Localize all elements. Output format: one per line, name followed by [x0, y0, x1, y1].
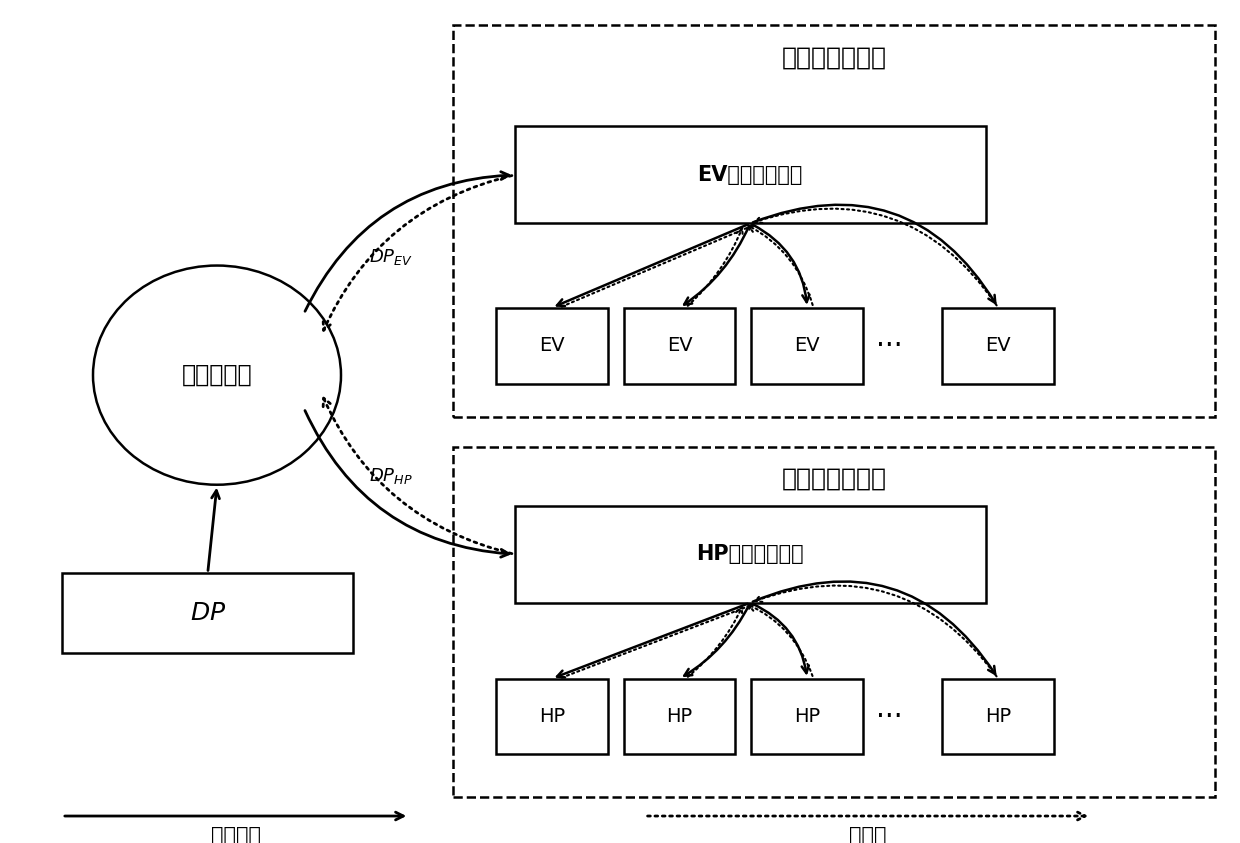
Bar [624, 679, 735, 754]
Bar [453, 447, 1215, 797]
FancyArrowPatch shape [755, 586, 997, 676]
Bar [515, 506, 986, 603]
Text: 温控负荷聚合体: 温控负荷聚合体 [781, 467, 887, 491]
Text: 控制信号: 控制信号 [211, 826, 260, 843]
FancyArrowPatch shape [557, 604, 748, 678]
FancyArrowPatch shape [688, 608, 742, 677]
FancyArrowPatch shape [562, 225, 753, 307]
Text: HP: HP [666, 707, 693, 726]
Text: HP: HP [538, 707, 565, 726]
FancyArrowPatch shape [557, 224, 748, 306]
Text: $DP_{EV}$: $DP_{EV}$ [368, 247, 413, 267]
FancyArrowPatch shape [64, 812, 403, 820]
Bar [942, 679, 1054, 754]
Bar [624, 308, 735, 384]
Bar [515, 126, 986, 223]
FancyArrowPatch shape [562, 604, 753, 678]
Text: 信息流: 信息流 [849, 826, 887, 843]
Text: EV: EV [986, 336, 1011, 355]
FancyArrowPatch shape [305, 172, 508, 311]
FancyArrowPatch shape [753, 582, 996, 674]
FancyArrowPatch shape [684, 605, 749, 676]
Text: $DP$: $DP$ [190, 601, 226, 626]
FancyArrowPatch shape [647, 812, 1085, 820]
Bar [453, 25, 1215, 417]
Text: 电动汽车聚合体: 电动汽车聚合体 [781, 46, 887, 69]
FancyArrowPatch shape [208, 491, 219, 571]
Ellipse shape [93, 266, 341, 485]
FancyArrowPatch shape [753, 205, 996, 303]
Text: ···: ··· [875, 702, 903, 731]
Text: ···: ··· [875, 331, 903, 360]
Bar [496, 308, 608, 384]
Text: EV: EV [795, 336, 820, 355]
Text: HP: HP [985, 707, 1012, 726]
FancyArrowPatch shape [324, 175, 512, 330]
Text: EV: EV [667, 336, 692, 355]
FancyArrowPatch shape [749, 226, 812, 305]
Text: HP: HP [794, 707, 821, 726]
Text: $DP_{HP}$: $DP_{HP}$ [368, 466, 413, 486]
FancyArrowPatch shape [749, 604, 812, 676]
FancyArrowPatch shape [324, 398, 512, 554]
Text: EV: EV [539, 336, 564, 355]
FancyArrowPatch shape [684, 226, 749, 304]
FancyArrowPatch shape [753, 604, 808, 673]
Text: EV频率响应模型: EV频率响应模型 [698, 165, 802, 185]
Bar [751, 308, 863, 384]
FancyArrowPatch shape [753, 225, 810, 302]
Bar [62, 573, 353, 653]
Text: 频率控制器: 频率控制器 [182, 363, 252, 387]
Bar [942, 308, 1054, 384]
FancyArrowPatch shape [305, 411, 508, 557]
FancyArrowPatch shape [688, 228, 743, 306]
Text: HP频率响应模型: HP频率响应模型 [697, 545, 804, 564]
FancyArrowPatch shape [755, 208, 997, 305]
Bar [751, 679, 863, 754]
Bar [496, 679, 608, 754]
